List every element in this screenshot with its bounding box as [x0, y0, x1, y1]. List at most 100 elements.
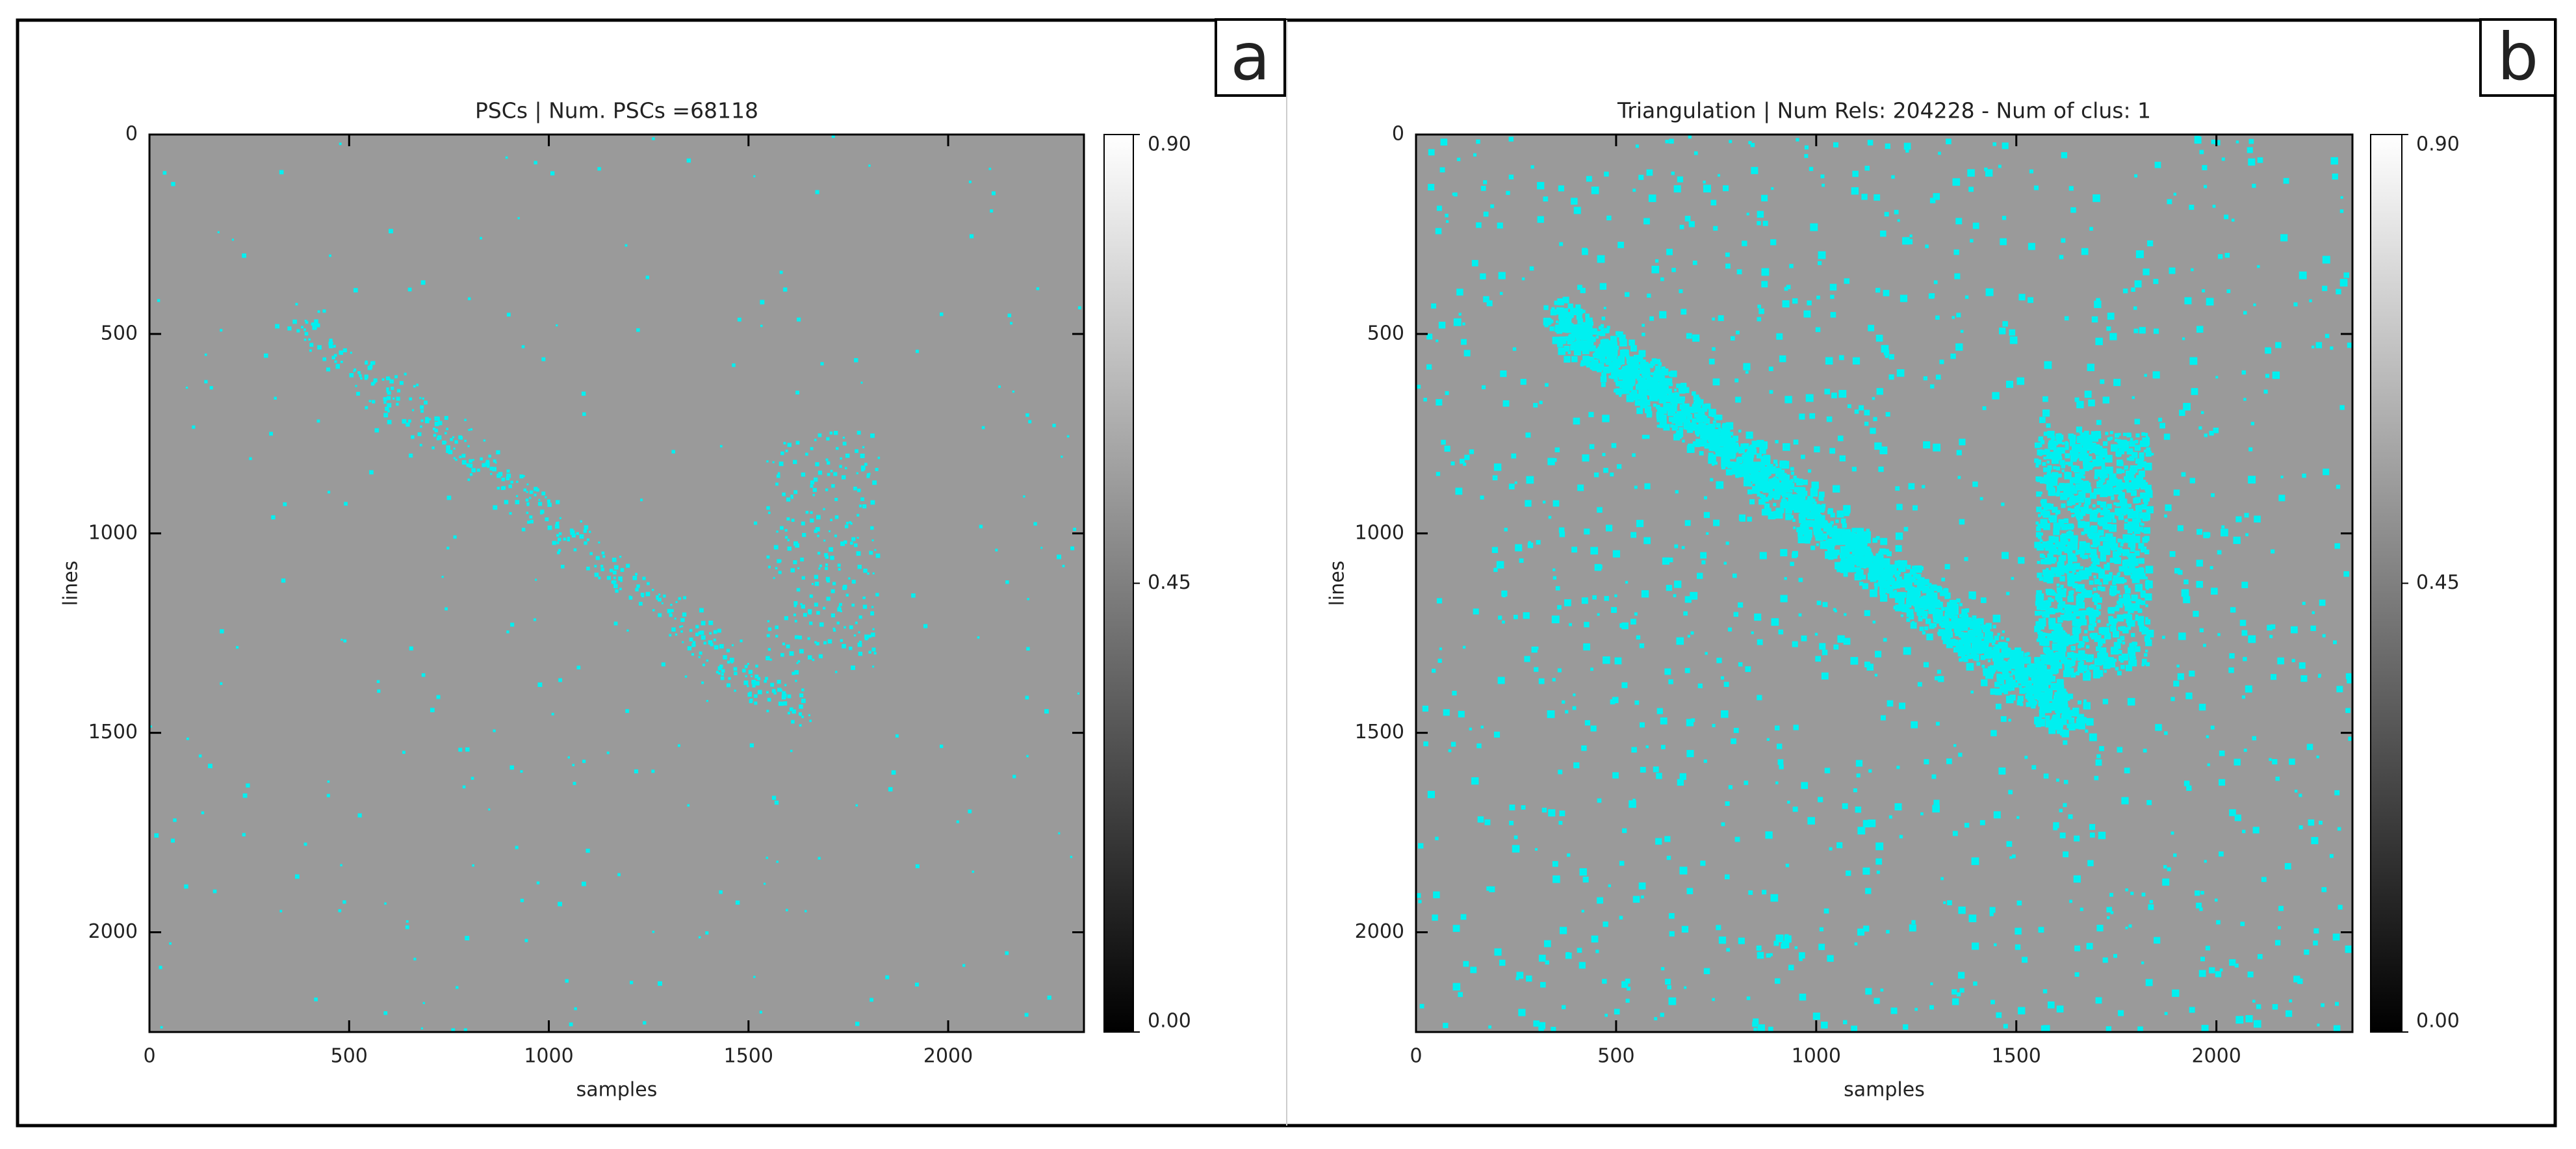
psc-point — [1533, 1020, 1539, 1027]
psc-point — [2068, 461, 2073, 467]
psc-point — [2098, 573, 2104, 579]
psc-point — [1559, 927, 1567, 935]
psc-point — [2059, 576, 2065, 582]
psc-point — [1813, 501, 1817, 505]
psc-point — [755, 664, 758, 668]
psc-point — [1879, 579, 1886, 586]
psc-point — [2057, 617, 2063, 623]
psc-point — [456, 986, 459, 989]
psc-point — [689, 628, 693, 632]
psc-point — [249, 457, 252, 460]
psc-point — [1573, 693, 1576, 697]
psc-point — [2016, 699, 2023, 706]
psc-point — [617, 873, 621, 877]
psc-point — [1817, 797, 1823, 803]
psc-point — [1789, 264, 1794, 268]
psc-point — [1560, 313, 1565, 318]
psc-point — [1956, 313, 1961, 318]
psc-point — [1736, 269, 1742, 275]
psc-point — [1583, 337, 1587, 340]
psc-point — [338, 909, 342, 912]
psc-point — [501, 477, 506, 482]
psc-point — [442, 440, 446, 445]
psc-point — [1898, 600, 1905, 606]
psc-point — [389, 379, 394, 384]
psc-point — [1422, 705, 1429, 712]
psc-point — [721, 673, 724, 676]
psc-point — [1906, 602, 1912, 608]
psc-point — [1681, 382, 1687, 389]
psc-point — [1861, 194, 1868, 200]
psc-point — [1445, 213, 1449, 218]
psc-point — [1888, 815, 1892, 819]
psc-point — [2098, 530, 2104, 536]
psc-point — [1992, 642, 1995, 646]
psc-point — [1671, 268, 1676, 272]
colorbar-tick-label: 0.90 — [1148, 133, 1191, 156]
psc-point — [825, 555, 829, 559]
psc-point — [2080, 483, 2085, 487]
psc-point — [747, 685, 749, 688]
psc-point — [1764, 497, 1769, 502]
psc-point — [537, 682, 543, 688]
psc-point — [810, 511, 813, 514]
psc-point — [2113, 551, 2120, 558]
psc-point — [1880, 715, 1886, 721]
psc-point — [1794, 487, 1799, 493]
psc-point — [2056, 510, 2061, 514]
psc-point — [357, 813, 362, 818]
psc-point — [2080, 621, 2084, 625]
psc-point — [1759, 447, 1766, 454]
psc-point — [1436, 399, 1443, 406]
psc-point — [2178, 632, 2186, 640]
psc-point — [743, 680, 749, 686]
psc-point — [2242, 829, 2246, 834]
psc-point — [838, 602, 842, 606]
psc-point — [2272, 1003, 2278, 1010]
psc-point — [1533, 403, 1538, 408]
psc-point — [634, 769, 639, 774]
psc-point — [791, 719, 795, 724]
psc-point — [2094, 775, 2099, 781]
psc-point — [783, 441, 786, 445]
psc-point — [2057, 589, 2063, 595]
psc-point — [1736, 446, 1740, 450]
psc-point — [1999, 328, 2006, 335]
psc-point — [2250, 422, 2255, 426]
psc-point — [2055, 541, 2061, 548]
psc-point — [2012, 854, 2016, 859]
psc-point — [392, 397, 395, 400]
psc-point — [1679, 289, 1683, 294]
psc-point — [1025, 695, 1029, 700]
psc-point — [1749, 499, 1755, 505]
psc-point — [2005, 638, 2010, 641]
psc-point — [857, 488, 861, 493]
psc-point — [1831, 536, 1835, 539]
psc-point — [2118, 603, 2123, 608]
psc-point — [2071, 494, 2074, 498]
psc-point — [1721, 822, 1725, 827]
psc-point — [1656, 414, 1660, 418]
psc-point — [2059, 483, 2065, 489]
colorbar-tick-label: 0.00 — [1148, 1010, 1191, 1033]
psc-point — [1775, 935, 1784, 943]
psc-point — [706, 699, 708, 703]
psc-point — [1546, 318, 1552, 324]
psc-point — [1934, 676, 1939, 680]
psc-point — [558, 532, 562, 536]
psc-point — [2097, 619, 2101, 623]
psc-point — [1801, 454, 1805, 459]
psc-point — [727, 683, 731, 688]
psc-point — [2229, 959, 2236, 966]
psc-point — [1619, 860, 1625, 866]
psc-point — [1842, 523, 1847, 528]
psc-point — [663, 594, 666, 598]
psc-point — [2293, 975, 2300, 983]
psc-point — [1895, 595, 1903, 603]
psc-point — [785, 909, 788, 912]
psc-point — [1477, 816, 1484, 823]
psc-point — [1640, 377, 1646, 383]
psc-point — [2124, 585, 2128, 589]
psc-point — [1961, 975, 1964, 979]
psc-point — [1725, 252, 1730, 257]
